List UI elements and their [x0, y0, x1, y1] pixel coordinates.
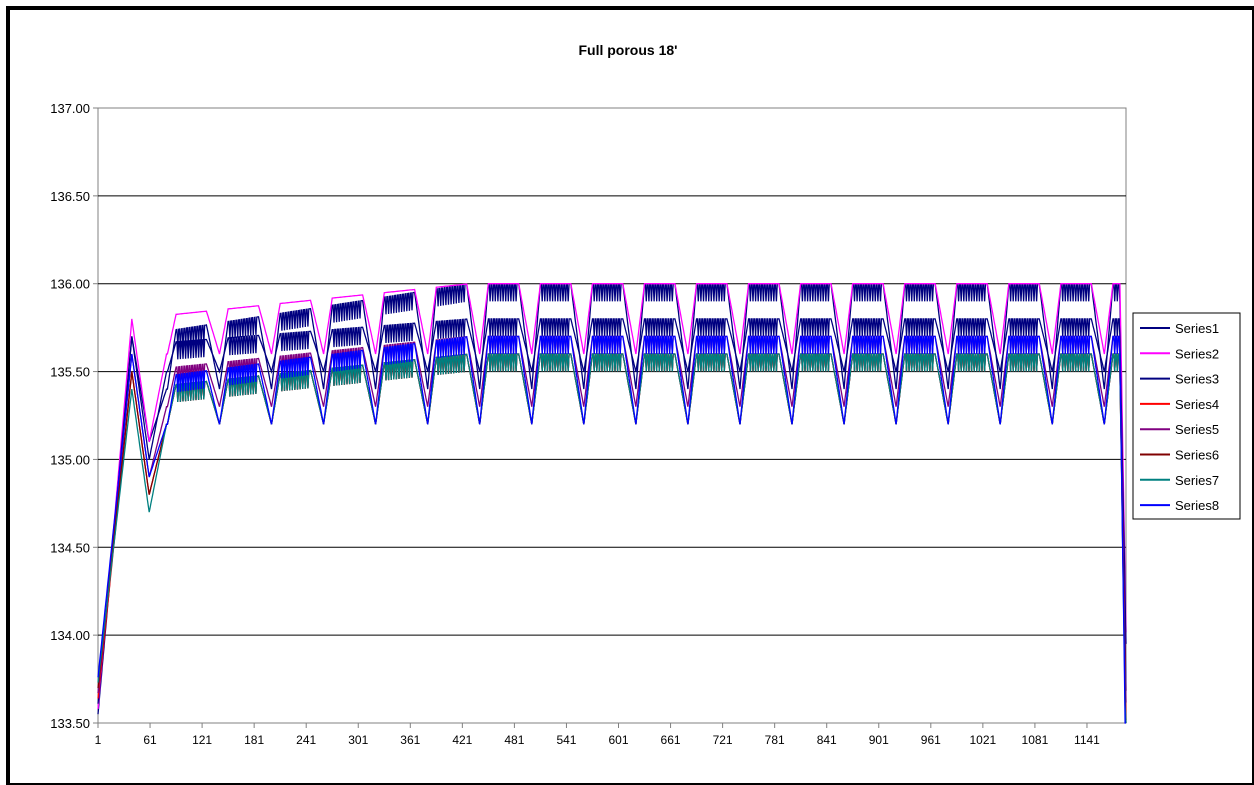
x-tick-label: 721	[713, 733, 733, 747]
legend-entry: Series1	[1175, 321, 1219, 336]
x-tick-label: 901	[869, 733, 889, 747]
x-tick-label: 121	[192, 733, 212, 747]
y-tick-label: 134.00	[50, 628, 90, 643]
legend-box	[1132, 312, 1241, 520]
y-tick-label: 136.50	[50, 189, 90, 204]
chart-title: Full porous 18'	[578, 42, 677, 58]
y-tick-label: 135.50	[50, 365, 90, 380]
x-tick-label: 181	[244, 733, 264, 747]
x-tick-label: 661	[661, 733, 681, 747]
series-line-3	[97, 318, 1127, 704]
legend-entry: Series8	[1175, 498, 1219, 513]
x-tick-label: 541	[556, 733, 576, 747]
x-tick-label: 421	[452, 733, 472, 747]
legend-entry: Series7	[1175, 473, 1219, 488]
x-tick-label: 961	[921, 733, 941, 747]
x-tick-label: 781	[765, 733, 785, 747]
series-line-2	[97, 283, 1127, 709]
x-tick-label: 1021	[970, 733, 997, 747]
x-axis-tick-labels: 1 61 121 181 241 301 361 421 481 541 601 661 721 781 8…	[95, 723, 1100, 747]
series-line-8	[97, 335, 1126, 724]
plot-area	[97, 107, 1127, 724]
x-tick-label: 301	[348, 733, 368, 747]
legend-entry: Series3	[1175, 372, 1219, 387]
y-axis-tick-labels: 133.50 134.00 134.50 135.00 135.50 136.00 136.…	[50, 101, 98, 731]
y-tick-label: 135.00	[50, 452, 90, 467]
x-tick-label: 1081	[1022, 733, 1049, 747]
x-tick-label: 841	[817, 733, 837, 747]
legend-entry: Series4	[1175, 397, 1219, 412]
legend-entry: Series6	[1175, 448, 1219, 463]
y-tick-label: 137.00	[50, 101, 90, 116]
grid-lines	[98, 195, 1126, 636]
series-lines	[97, 283, 1127, 724]
legend: Series1 Series2 Series3 Series4 Series5 Serie…	[1132, 312, 1241, 520]
x-tick-label: 61	[143, 733, 157, 747]
legend-entry: Series2	[1175, 346, 1219, 361]
legend-entry: Series5	[1175, 422, 1219, 437]
series-line-1	[97, 283, 1127, 715]
x-tick-label: 361	[400, 733, 420, 747]
y-tick-label: 133.50	[50, 716, 90, 731]
x-tick-label: 241	[296, 733, 316, 747]
x-tick-label: 1141	[1074, 733, 1100, 747]
x-tick-label: 601	[608, 733, 628, 747]
x-tick-label: 1	[95, 733, 102, 747]
x-tick-label: 481	[504, 733, 524, 747]
y-tick-label: 134.50	[50, 540, 90, 555]
y-tick-label: 136.00	[50, 277, 90, 292]
